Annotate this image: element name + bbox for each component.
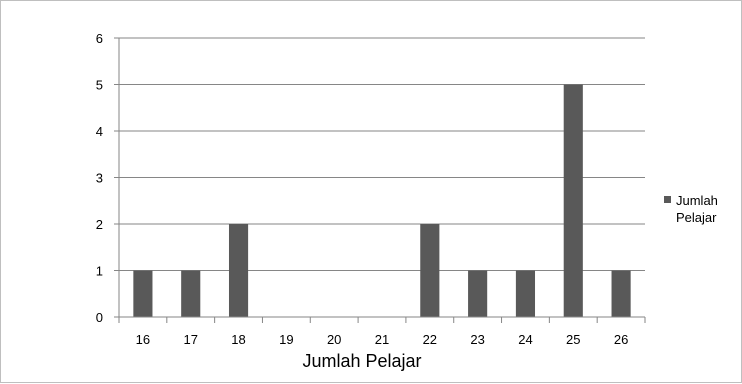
x-tick-label: 26 bbox=[614, 332, 628, 347]
y-tick-label: 4 bbox=[96, 124, 103, 139]
x-tick-label: 23 bbox=[470, 332, 484, 347]
x-tick-label: 19 bbox=[279, 332, 293, 347]
x-tick-label: 25 bbox=[566, 332, 580, 347]
y-tick-label: 5 bbox=[96, 78, 103, 93]
y-tick-label: 1 bbox=[96, 264, 103, 279]
y-axis-ticks: 0 1 2 3 4 5 6 bbox=[96, 31, 119, 325]
y-tick-label: 3 bbox=[96, 171, 103, 186]
legend-label-line-1: Jumlah bbox=[676, 193, 718, 208]
bar-16 bbox=[133, 270, 153, 317]
bar-25 bbox=[563, 84, 583, 317]
legend: Jumlah Pelajar bbox=[664, 193, 718, 225]
bar-18 bbox=[228, 224, 249, 317]
bar-26 bbox=[611, 270, 631, 317]
x-tick-label: 21 bbox=[375, 332, 389, 347]
bar-22 bbox=[420, 224, 440, 317]
x-tick-label: 18 bbox=[231, 332, 245, 347]
x-tick-label: 24 bbox=[518, 332, 532, 347]
x-tick-label: 20 bbox=[327, 332, 341, 347]
bar-23 bbox=[468, 270, 488, 317]
x-tick-label: 22 bbox=[423, 332, 437, 347]
legend-label-line-2: Pelajar bbox=[676, 210, 717, 225]
x-axis-ticks: 16 17 18 19 20 21 22 23 24 25 26 bbox=[118, 316, 646, 347]
bars bbox=[133, 84, 631, 317]
y-tick-label: 0 bbox=[96, 310, 103, 325]
gridlines bbox=[118, 37, 645, 318]
bar-24 bbox=[515, 270, 536, 317]
y-tick-label: 2 bbox=[96, 217, 103, 232]
x-axis-title: Jumlah Pelajar bbox=[302, 351, 421, 371]
legend-swatch bbox=[664, 196, 671, 203]
x-tick-label: 17 bbox=[183, 332, 197, 347]
y-tick-label: 6 bbox=[96, 31, 103, 46]
x-tick-label: 16 bbox=[136, 332, 150, 347]
bar-17 bbox=[181, 270, 201, 317]
